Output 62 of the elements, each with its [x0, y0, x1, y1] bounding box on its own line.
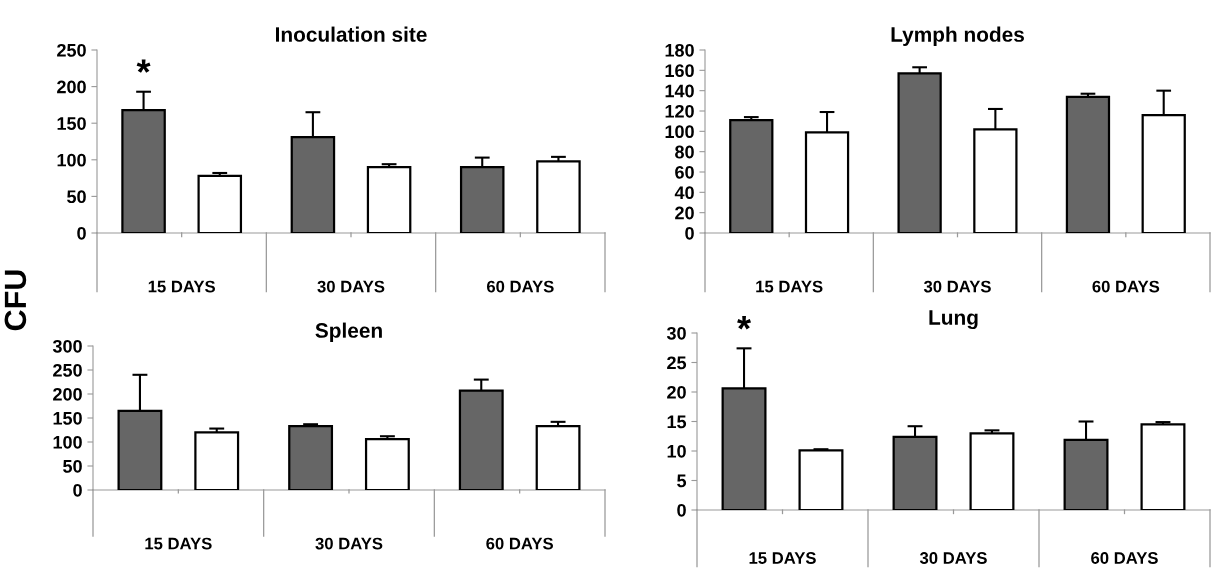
y-axis-title: CFU	[4, 270, 27, 331]
chart-title: Spleen	[315, 322, 382, 342]
y-tick-label: 60	[675, 165, 694, 179]
y-tick-label: 40	[674, 186, 694, 200]
bar	[194, 431, 240, 490]
annotation: *	[136, 59, 151, 73]
y-tick-label: 80	[675, 145, 694, 159]
y-tick-label: 0	[677, 503, 686, 517]
y-tick-label: 160	[665, 64, 694, 78]
y-tick-label: 120	[665, 104, 694, 118]
x-tick-label: 60 DAYS	[1091, 552, 1158, 564]
y-tick-label: 20	[675, 206, 694, 220]
y-tick-label: 180	[665, 43, 694, 57]
y-tick-label: 10	[667, 444, 686, 458]
y-tick-label: 200	[57, 80, 86, 94]
y-tick-label: 50	[63, 459, 82, 473]
x-tick-label: 15 DAYS	[756, 280, 823, 293]
bar	[1065, 95, 1111, 233]
bar	[364, 438, 410, 490]
y-tick-label: 0	[685, 226, 694, 240]
y-tick-label: 100	[57, 153, 86, 167]
x-tick-label: 30 DAYS	[919, 552, 987, 564]
y-tick-label: 0	[77, 226, 86, 240]
bar	[288, 425, 334, 490]
y-tick-label: 50	[67, 190, 86, 204]
bar	[535, 425, 581, 490]
x-tick-label: 30 DAYS	[317, 280, 385, 293]
x-tick-label: 60 DAYS	[1092, 280, 1160, 293]
y-tick-label: 150	[53, 411, 82, 425]
bar	[969, 432, 1015, 510]
x-tick-label: 30 DAYS	[923, 280, 991, 293]
bar	[536, 160, 581, 233]
bar	[366, 166, 412, 233]
y-tick-label: 25	[667, 356, 687, 370]
x-tick-label: 15 DAYS	[148, 280, 215, 293]
x-tick-label: 15 DAYS	[749, 552, 816, 564]
y-tick-label: 100	[53, 435, 82, 449]
x-tick-label: 60 DAYS	[486, 280, 554, 293]
bar	[729, 119, 774, 233]
x-tick-label: 60 DAYS	[486, 537, 553, 550]
chart-title: Inoculation site	[276, 26, 427, 42]
y-tick-label: 300	[52, 339, 82, 353]
text: *	[737, 316, 752, 330]
y-tick-label: 0	[73, 483, 82, 497]
bar	[798, 449, 844, 510]
bar	[197, 174, 243, 233]
y-tick-label: 15	[667, 415, 687, 429]
y-tick-label: 100	[665, 125, 694, 139]
y-tick-label: 250	[57, 43, 86, 57]
y-tick-label: 20	[667, 385, 686, 399]
bar	[1140, 423, 1186, 510]
x-tick-label: 30 DAYS	[315, 537, 383, 550]
x-tick-label: 15 DAYS	[145, 537, 212, 550]
y-tick-label: 200	[53, 387, 82, 401]
bar	[897, 72, 942, 233]
y-tick-label: 250	[53, 363, 82, 377]
chart-title: Lung	[929, 310, 978, 330]
y-tick-label: 150	[57, 117, 86, 130]
y-tick-label: 30	[666, 326, 686, 340]
y-tick-label: 140	[665, 84, 694, 98]
y-tick-label: 5	[677, 474, 687, 488]
chart-title: Lymph nodes	[891, 26, 1024, 46]
